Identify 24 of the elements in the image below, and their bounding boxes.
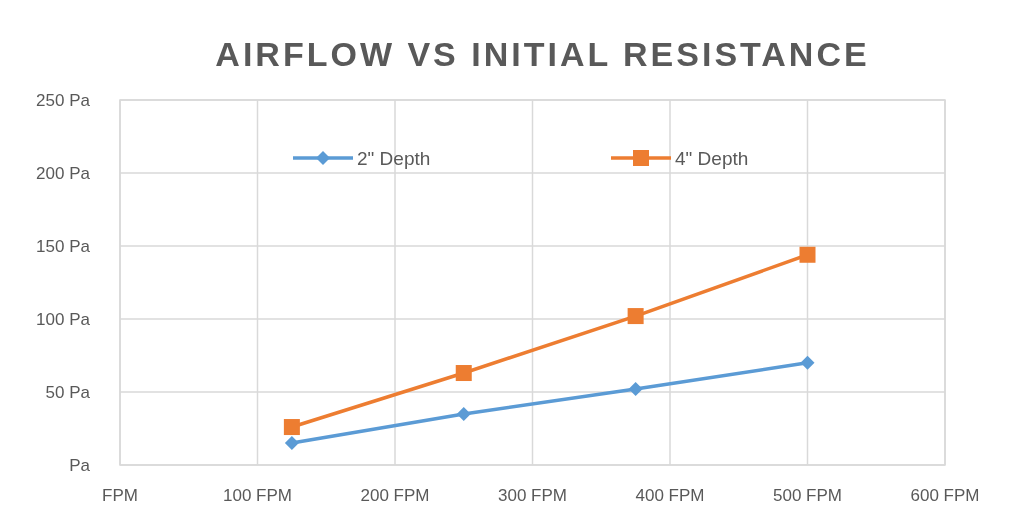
y-tick-label: Pa: [69, 456, 91, 475]
x-tick-label: 500 FPM: [773, 486, 842, 505]
y-tick-label: 50 Pa: [45, 383, 91, 402]
point: [284, 436, 299, 451]
y-tick-label: 150 Pa: [36, 237, 91, 256]
point: [456, 406, 471, 421]
y-tick-label: 250 Pa: [36, 91, 91, 110]
point: [628, 382, 643, 397]
x-tick-label: 200 FPM: [360, 486, 430, 505]
y-tick-label: 100 Pa: [36, 310, 91, 329]
x-tick-label: 100 FPM: [223, 486, 292, 505]
legend-label: 2" Depth: [357, 148, 431, 169]
point: [800, 355, 815, 370]
legend-label: 4" Depth: [675, 148, 749, 169]
point: [799, 246, 816, 263]
chart-title: AIRFLOW VS INITIAL RESISTANCE: [215, 35, 870, 73]
point: [283, 419, 300, 436]
point: [627, 308, 644, 325]
point: [455, 365, 472, 382]
x-tick-label: 400 FPM: [635, 486, 705, 505]
x-tick-label: 600 FPM: [910, 486, 980, 505]
x-tick-label: 300 FPM: [498, 486, 567, 505]
x-tick-label: FPM: [102, 486, 138, 505]
y-tick-label: 200 Pa: [36, 164, 91, 183]
